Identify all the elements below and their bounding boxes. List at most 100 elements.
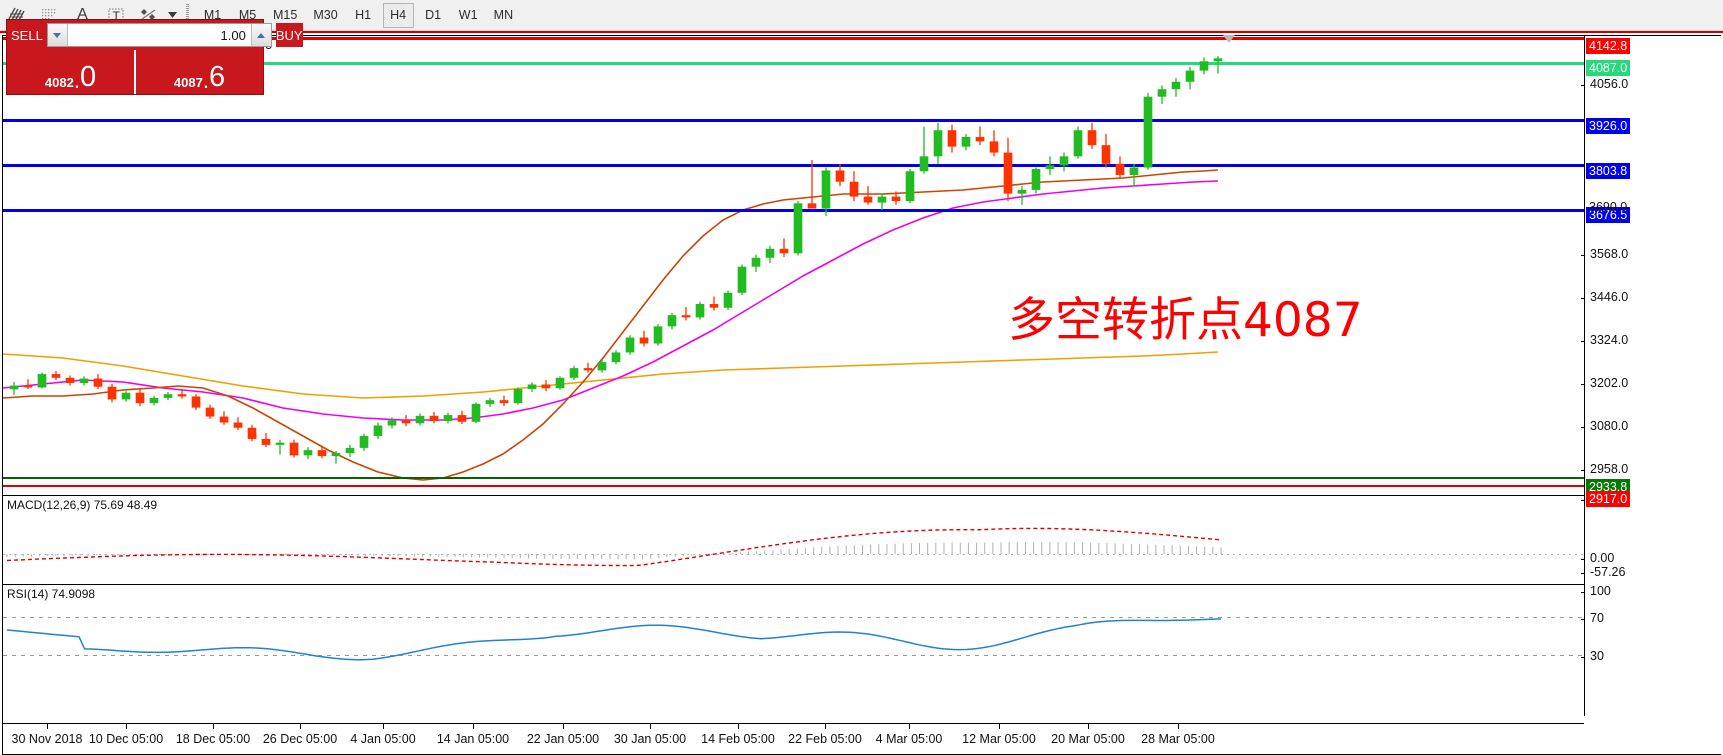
candle-body bbox=[1115, 163, 1125, 175]
time-axis[interactable]: 30 Nov 2018 10 Dec 05:00 18 Dec 05:00 26 De… bbox=[3, 723, 1584, 753]
candle-body bbox=[513, 388, 523, 404]
candle-body bbox=[345, 447, 355, 454]
candle-body bbox=[471, 403, 481, 422]
svg-text:T: T bbox=[112, 9, 120, 23]
candle-body bbox=[905, 171, 915, 202]
candle-body bbox=[653, 326, 663, 344]
timeframe-m1[interactable]: M1 bbox=[203, 8, 222, 22]
time-label-4: 4 Jan 05:00 bbox=[350, 732, 416, 746]
candle-body bbox=[793, 203, 803, 254]
candle-body bbox=[121, 392, 131, 400]
candle-body bbox=[625, 337, 635, 353]
objects-dropdown-caret[interactable] bbox=[165, 1, 179, 30]
candle-body bbox=[751, 257, 761, 267]
time-tick-mark-0 bbox=[47, 724, 48, 729]
candle-body bbox=[877, 196, 887, 203]
candle-body bbox=[1171, 81, 1181, 90]
timeframe-m30[interactable]: M30 bbox=[313, 8, 338, 22]
time-tick-mark-5 bbox=[473, 724, 474, 729]
candle-body bbox=[1045, 165, 1055, 170]
buy-button[interactable]: BUY bbox=[275, 23, 303, 47]
text-icon[interactable]: A bbox=[77, 6, 88, 23]
candle-body bbox=[401, 420, 411, 424]
level-line-ask bbox=[3, 37, 1584, 40]
candle-body bbox=[989, 141, 999, 153]
candle-body bbox=[219, 416, 229, 423]
level-line-3803 bbox=[3, 164, 1584, 167]
bid-price-badge: 4087.0 bbox=[1586, 60, 1631, 76]
time-label-0: 30 Nov 2018 bbox=[11, 732, 83, 746]
candle-body bbox=[317, 450, 327, 457]
candle-body bbox=[429, 415, 439, 422]
candle-body bbox=[233, 422, 243, 428]
volume-stepper[interactable] bbox=[46, 23, 272, 47]
objects-icon[interactable] bbox=[133, 1, 164, 30]
candle-body bbox=[709, 303, 719, 308]
candle-body bbox=[79, 378, 89, 384]
time-label-3: 26 Dec 05:00 bbox=[262, 732, 338, 746]
candle-body bbox=[695, 303, 705, 318]
candle-body bbox=[443, 415, 453, 422]
candle-body bbox=[821, 170, 831, 209]
rsi-label: RSI(14) 74.9098 bbox=[7, 587, 96, 601]
time-label-7: 30 Jan 05:00 bbox=[613, 732, 687, 746]
time-tick-mark-9 bbox=[825, 724, 826, 729]
time-tick-mark-6 bbox=[563, 724, 564, 729]
sell-price-decimal: 0 bbox=[79, 61, 97, 94]
candle-body bbox=[499, 400, 509, 404]
timeframe-mn[interactable]: MN bbox=[493, 8, 514, 22]
sell-price-integer: 4082 bbox=[44, 75, 74, 90]
timeframe-d1[interactable]: D1 bbox=[425, 8, 442, 22]
level-badge-3926: 3926.0 bbox=[1586, 118, 1631, 134]
macd-pane[interactable]: MACD(12,26,9) 75.69 48.49 bbox=[3, 495, 1584, 583]
candle-body bbox=[205, 407, 215, 417]
time-label-2: 18 Dec 05:00 bbox=[175, 732, 251, 746]
timeframe-m5[interactable]: M5 bbox=[238, 8, 257, 22]
candle-body bbox=[23, 385, 33, 388]
time-tick-mark-10 bbox=[909, 724, 910, 729]
level-badge-3803: 3803.8 bbox=[1586, 163, 1631, 179]
sell-price-block[interactable]: 4082 . 0 bbox=[7, 50, 134, 94]
level-line-bid bbox=[3, 62, 1584, 65]
time-label-1: 10 Dec 05:00 bbox=[88, 732, 164, 746]
time-tick-mark-2 bbox=[213, 724, 214, 729]
sell-button[interactable]: SELL bbox=[11, 23, 43, 47]
chart-annotation-text: 多空转折点4087 bbox=[1008, 293, 1363, 348]
time-label-6: 22 Jan 05:00 bbox=[526, 732, 600, 746]
one-click-trading-panel[interactable]: SELL BUY 4082 . 0 4087 . 6 bbox=[6, 19, 303, 95]
timeframe-h4[interactable]: H4 bbox=[382, 2, 414, 28]
candle-body bbox=[65, 377, 75, 384]
price-pane[interactable] bbox=[3, 36, 1584, 493]
buy-price-integer: 4087 bbox=[173, 75, 203, 90]
candle-body bbox=[93, 378, 103, 387]
buy-price-block[interactable]: 4087 . 6 bbox=[136, 50, 263, 94]
timeframe-w1[interactable]: W1 bbox=[458, 8, 478, 22]
level-badge-3676: 3676.5 bbox=[1586, 207, 1631, 223]
price-scale[interactable]: 4056.0 3568.0 3446.0 3324.0 3202.0 3080.0 2958… bbox=[1581, 36, 1720, 716]
timeframe-h1[interactable]: H1 bbox=[355, 8, 372, 22]
rsi-pane[interactable]: RSI(14) 74.9098 bbox=[3, 584, 1584, 716]
candle-body bbox=[723, 292, 733, 308]
candle-body bbox=[261, 438, 271, 445]
volume-down-button[interactable] bbox=[47, 24, 68, 46]
ask-price-badge: 4142.8 bbox=[1586, 38, 1631, 54]
volume-input[interactable] bbox=[67, 24, 251, 46]
volume-up-button[interactable] bbox=[250, 24, 271, 46]
level-line-low-green bbox=[3, 477, 1584, 479]
buy-price-dot: . bbox=[202, 68, 209, 93]
timeframe-m15[interactable]: M15 bbox=[273, 8, 298, 22]
candle-body bbox=[289, 442, 299, 456]
candle-body bbox=[275, 442, 285, 445]
candle-body bbox=[1031, 169, 1041, 190]
time-tick-mark-4 bbox=[383, 724, 384, 729]
candle-body bbox=[597, 362, 607, 371]
candle-body bbox=[555, 377, 565, 389]
candle-body bbox=[1003, 152, 1013, 194]
candle-body bbox=[135, 392, 145, 404]
time-tick-mark-13 bbox=[1178, 724, 1179, 729]
candle-body bbox=[1185, 70, 1195, 82]
candle-body bbox=[107, 386, 117, 400]
candle-body bbox=[247, 427, 257, 439]
time-tick-mark-12 bbox=[1088, 724, 1089, 729]
candle-body bbox=[1073, 130, 1083, 157]
